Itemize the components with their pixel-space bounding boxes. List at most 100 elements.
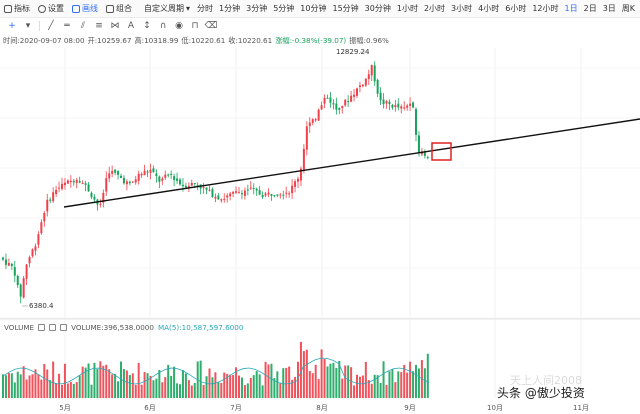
candle-body — [31, 249, 34, 257]
eye-icon[interactable]: ◉ — [175, 21, 183, 31]
chevron-down-icon[interactable]: ▾ — [25, 21, 31, 31]
fibonacci-tool-icon[interactable]: ≡ — [95, 21, 103, 31]
candle-body — [226, 195, 229, 198]
settings-icon[interactable] — [49, 323, 57, 331]
candle — [176, 172, 179, 184]
volume-bar — [19, 374, 22, 398]
candle — [122, 175, 125, 185]
candle-body — [193, 183, 196, 185]
volume-bar — [255, 371, 258, 398]
x-tick-label: 6月 — [144, 404, 155, 412]
candle — [305, 121, 308, 156]
interval-tab[interactable]: 12小时 — [532, 4, 559, 13]
candle-body — [285, 192, 288, 194]
volume-bar — [25, 379, 28, 398]
volume-bar — [332, 362, 335, 398]
interval-tab[interactable]: 10分钟 — [300, 4, 327, 13]
interval-tab[interactable]: 周K — [621, 4, 636, 13]
candle-body — [40, 222, 43, 234]
candle-body — [125, 181, 128, 185]
volume-bar — [128, 375, 131, 398]
close-icon[interactable] — [60, 323, 68, 331]
draw-button[interactable]: 画线 — [68, 0, 102, 17]
interval-tab[interactable]: 30分钟 — [364, 4, 391, 13]
interval-tab[interactable]: 4小时 — [478, 4, 500, 13]
volume-bar — [267, 364, 270, 398]
text-tool-icon[interactable]: A — [127, 21, 135, 31]
candle-body — [164, 174, 167, 178]
candle-body — [19, 284, 22, 297]
candle-body — [214, 196, 217, 199]
candle-body — [134, 179, 137, 183]
interval-tab[interactable]: 1小时 — [396, 4, 418, 13]
indicators-button[interactable]: 指标 — [0, 0, 34, 17]
candle-body — [394, 104, 397, 107]
candle-body — [99, 203, 102, 205]
volume-bar — [305, 349, 308, 398]
candle-body — [187, 185, 190, 189]
interval-tab[interactable]: 1日 — [564, 4, 578, 13]
trash-icon[interactable]: ⌫ — [204, 21, 218, 31]
candle — [108, 166, 111, 183]
crosshair-icon[interactable]: + — [8, 21, 16, 31]
candle-body — [131, 181, 134, 183]
candle — [25, 264, 28, 285]
measure-tool-icon[interactable]: ↕ — [143, 21, 151, 31]
eye-icon[interactable] — [38, 323, 46, 331]
lock-icon[interactable]: ⊓ — [191, 21, 199, 31]
interval-tab[interactable]: 15分钟 — [332, 4, 359, 13]
channel-tool-icon[interactable]: ⫽ — [80, 21, 85, 31]
candle — [409, 97, 412, 111]
interval-tab[interactable]: 分时 — [197, 4, 214, 13]
interval-tab[interactable]: 3分钟 — [246, 4, 268, 13]
volume-bar — [134, 384, 137, 398]
candle — [279, 192, 282, 199]
candle-body — [117, 171, 120, 175]
volume-bar — [246, 383, 249, 398]
candle-body — [58, 187, 61, 189]
interval-tab[interactable]: 3小时 — [451, 4, 473, 13]
candle-body — [146, 171, 149, 173]
candle — [40, 219, 43, 235]
interval-tab[interactable]: 3日 — [602, 4, 616, 13]
candle-body — [2, 257, 4, 260]
settings-button[interactable]: 设置 — [34, 0, 68, 17]
interval-tab[interactable]: 2日 — [583, 4, 597, 13]
horizontal-line-icon[interactable]: ═ — [64, 21, 70, 31]
volume-bar — [297, 361, 299, 398]
candle-info: 时间:2020-09-07 08:00 开:10259.67 高:10318.9… — [0, 36, 389, 48]
volume-bar — [243, 385, 246, 398]
volume-bar — [202, 385, 205, 398]
volume-bar — [235, 367, 238, 398]
volume-bar — [152, 380, 155, 398]
candle-body — [155, 173, 158, 177]
candle — [232, 191, 235, 198]
candle-body — [323, 97, 326, 104]
candle — [246, 184, 249, 196]
volume-bar — [125, 370, 128, 398]
candle — [235, 186, 238, 195]
candle — [58, 181, 61, 193]
custom-period-button[interactable]: 自定义周期 ▾ — [140, 0, 194, 17]
candle-body — [170, 174, 173, 176]
candle — [46, 193, 49, 217]
interval-tab[interactable]: 2小时 — [423, 4, 446, 13]
line-tool-icon[interactable]: ╱ — [48, 21, 54, 31]
volume-bar — [217, 381, 220, 398]
candle — [391, 103, 394, 110]
pattern-tool-icon[interactable]: ⋈ — [110, 21, 120, 31]
volume-bar — [358, 376, 361, 398]
candle-body — [81, 183, 84, 185]
candle — [205, 187, 208, 195]
candle-body — [341, 105, 344, 109]
interval-tab[interactable]: 6小时 — [505, 4, 527, 13]
candle-body — [152, 168, 155, 173]
candle — [229, 191, 232, 201]
interval-tab[interactable]: 5分钟 — [273, 4, 295, 13]
candle-body — [338, 108, 341, 110]
candlestick-chart[interactable]: 12829.24 6380.4 5月 6月 7月 8月 9月 10月 11月 — [0, 48, 640, 414]
interval-tab[interactable]: 1分钟 — [219, 4, 241, 13]
volume-bar — [320, 349, 323, 398]
magnet-icon[interactable]: ∩ — [159, 21, 167, 31]
combo-button[interactable]: 组合 — [102, 0, 136, 17]
